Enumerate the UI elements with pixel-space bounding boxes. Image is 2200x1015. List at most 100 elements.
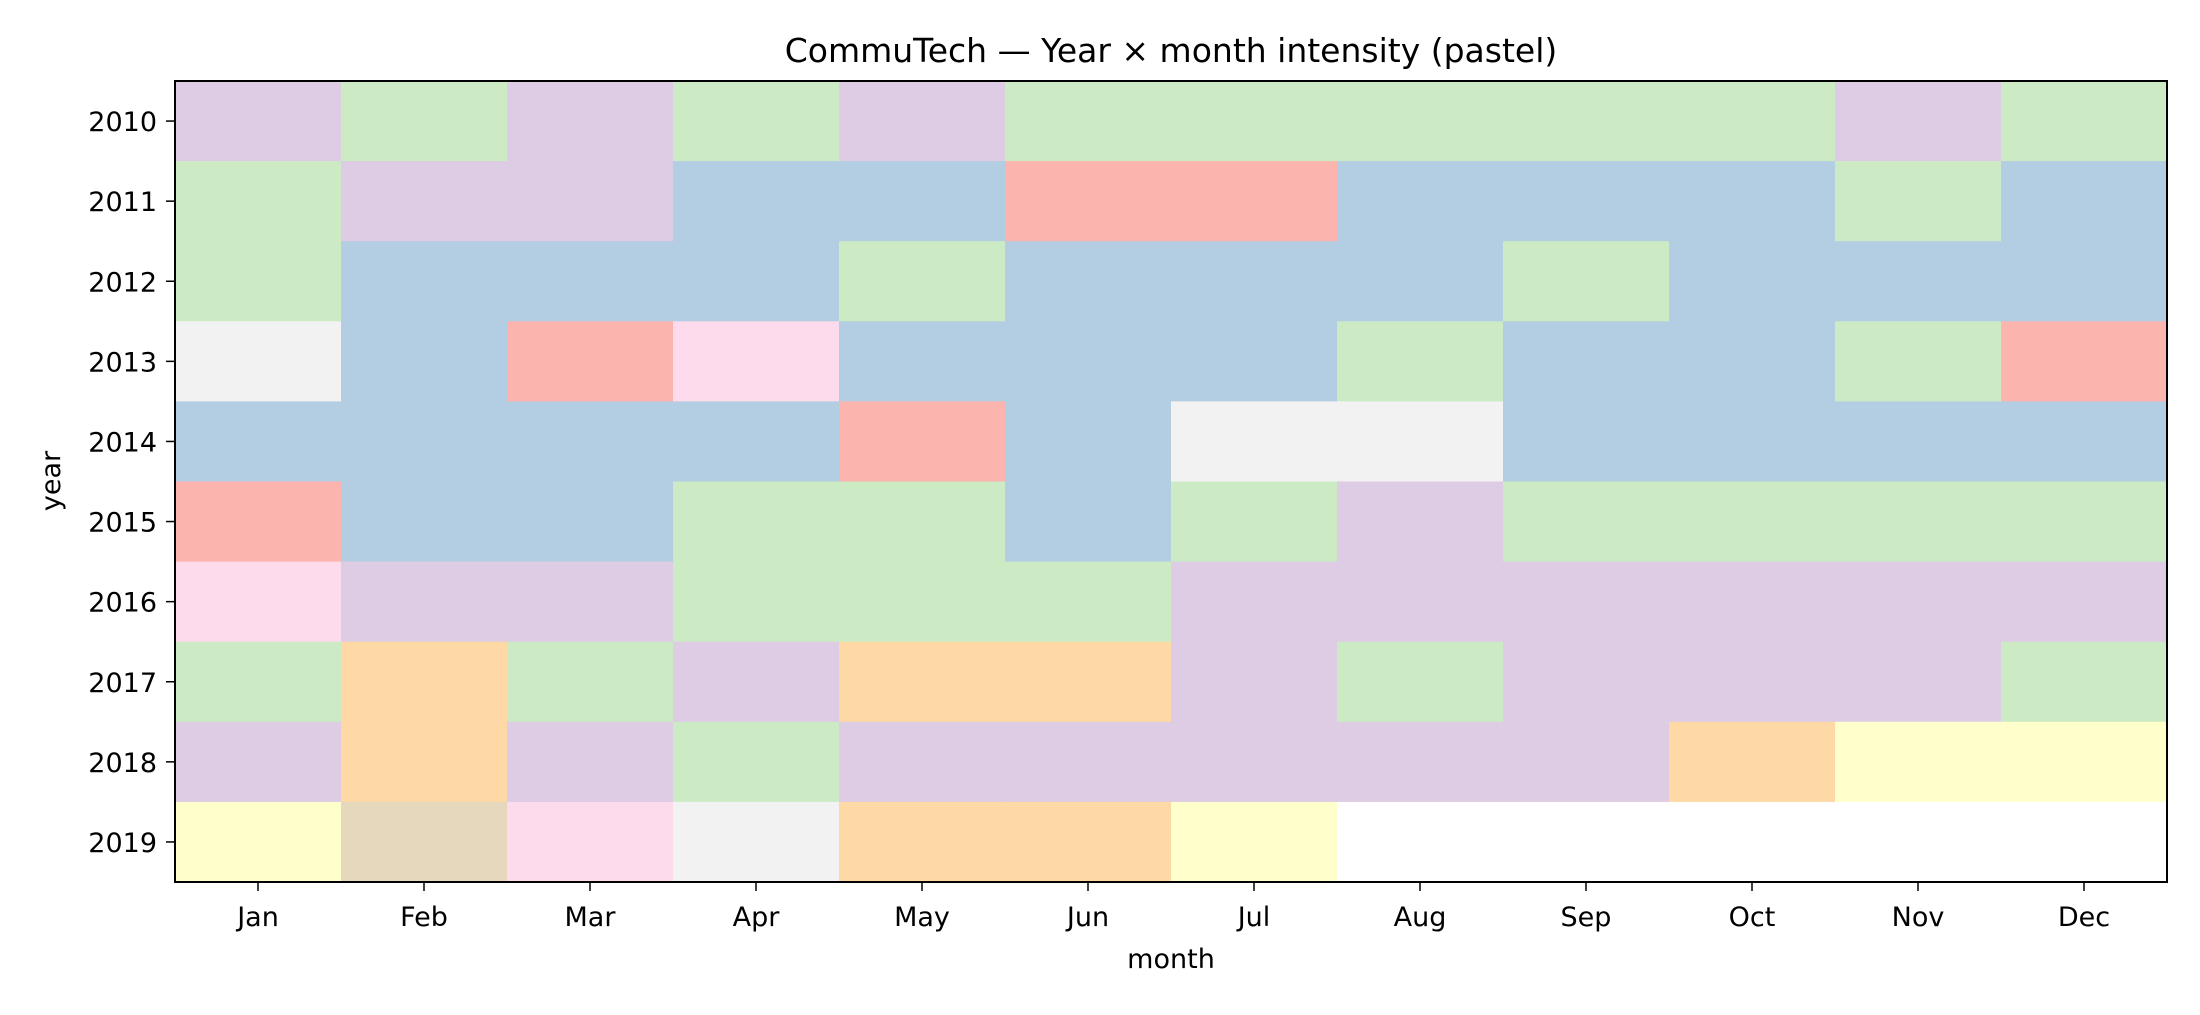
heatmap-cell-2017-sep <box>1503 641 1670 723</box>
heatmap-cell-2013-jan <box>175 321 342 402</box>
heatmap-cell-2013-apr <box>673 321 840 402</box>
y-axis-ticks: 2010 2011 2012 2013 2014 2015 2016 2017 2018 2019 <box>88 107 175 859</box>
heatmap-cell-2011-apr <box>673 161 840 242</box>
heatmap-cell-2011-feb <box>341 161 508 242</box>
heatmap-cell-2012-oct <box>1669 241 1836 322</box>
heatmap-cell-2016-apr <box>673 561 840 643</box>
heatmap-cell-2015-oct <box>1669 481 1836 563</box>
heatmap-cell-2016-oct <box>1669 561 1836 643</box>
heatmap-cell-2019-nov <box>1835 801 2002 883</box>
heatmap-cell-2012-may <box>839 241 1006 322</box>
heatmap-cell-2016-dec <box>2001 561 2168 643</box>
heatmap-cell-2018-aug <box>1337 721 1504 803</box>
y-tick-label-2012: 2012 <box>88 267 157 298</box>
heatmap-cell-2014-aug <box>1337 401 1504 483</box>
heatmap-cell-2016-feb <box>341 561 508 643</box>
heatmap-cell-2010-aug <box>1337 81 1504 162</box>
heatmap-cell-2012-dec <box>2001 241 2168 322</box>
heatmap-cell-2013-jul <box>1171 321 1338 402</box>
y-tick-label-2010: 2010 <box>88 107 157 138</box>
heatmap-cell-2011-may <box>839 161 1006 242</box>
heatmap-cell-2017-aug <box>1337 641 1504 723</box>
heatmap-cell-2014-jul <box>1171 401 1338 483</box>
heatmap-cell-2015-sep <box>1503 481 1670 563</box>
heatmap-cell-2015-mar <box>507 481 674 563</box>
heatmap-cell-2010-jun <box>1005 81 1172 162</box>
y-tick-label-2019: 2019 <box>88 828 157 859</box>
heatmap-cell-2019-apr <box>673 801 840 883</box>
heatmap-cell-2014-mar <box>507 401 674 483</box>
heatmap-cell-2013-nov <box>1835 321 2002 402</box>
heatmap-cell-2019-may <box>839 801 1006 883</box>
heatmap-cell-2013-oct <box>1669 321 1836 402</box>
heatmap-cell-2017-dec <box>2001 641 2168 723</box>
heatmap-cell-2017-oct <box>1669 641 1836 723</box>
heatmap-cell-2013-aug <box>1337 321 1504 402</box>
heatmap-cell-2013-may <box>839 321 1006 402</box>
heatmap-cell-2010-mar <box>507 81 674 162</box>
heatmap-cell-2012-jan <box>175 241 342 322</box>
x-tick-label-sep: Sep <box>1561 902 1612 933</box>
heatmap-cell-2016-may <box>839 561 1006 643</box>
heatmap-cell-2011-jun <box>1005 161 1172 242</box>
heatmap-cell-2013-mar <box>507 321 674 402</box>
y-tick-label-2013: 2013 <box>88 347 157 378</box>
heatmap-cell-2015-aug <box>1337 481 1504 563</box>
x-tick-label-feb: Feb <box>400 902 448 933</box>
heatmap-cell-2014-oct <box>1669 401 1836 483</box>
heatmap-cell-2013-dec <box>2001 321 2168 402</box>
heatmap-cell-2010-apr <box>673 81 840 162</box>
heatmap-cell-2010-nov <box>1835 81 2002 162</box>
x-tick-label-nov: Nov <box>1892 902 1945 933</box>
y-tick-label-2018: 2018 <box>88 748 157 779</box>
plot-frame <box>174 80 2168 883</box>
heatmap-cell-2013-feb <box>341 321 508 402</box>
heatmap-cell-2012-jul <box>1171 241 1338 322</box>
heatmap-cell-2011-sep <box>1503 161 1670 242</box>
heatmap-cell-2017-jan <box>175 641 342 723</box>
heatmap-cell-2012-feb <box>341 241 508 322</box>
heatmap-cell-2010-jan <box>175 81 342 162</box>
heatmap-cell-2010-jul <box>1171 81 1338 162</box>
heatmap-cell-2018-feb <box>341 721 508 803</box>
heatmap-cell-2018-apr <box>673 721 840 803</box>
heatmap-cell-2010-feb <box>341 81 508 162</box>
heatmap-cell-2019-jul <box>1171 801 1338 883</box>
chart-title: CommuTech — Year × month intensity (past… <box>785 31 1558 70</box>
heatmap-cell-2016-mar <box>507 561 674 643</box>
heatmap-cell-2017-apr <box>673 641 840 723</box>
heatmap-cells <box>175 81 2168 883</box>
heatmap-cell-2019-mar <box>507 801 674 883</box>
heatmap-cell-2015-jun <box>1005 481 1172 563</box>
heatmap-cell-2016-aug <box>1337 561 1504 643</box>
heatmap-cell-2018-jan <box>175 721 342 803</box>
heatmap-cell-2014-jan <box>175 401 342 483</box>
heatmap-cell-2017-mar <box>507 641 674 723</box>
heatmap-cell-2019-jan <box>175 801 342 883</box>
heatmap-cell-2013-sep <box>1503 321 1670 402</box>
heatmap-cell-2014-jun <box>1005 401 1172 483</box>
y-tick-label-2011: 2011 <box>88 187 157 218</box>
heatmap-cell-2011-aug <box>1337 161 1504 242</box>
heatmap-cell-2018-oct <box>1669 721 1836 803</box>
heatmap-cell-2015-nov <box>1835 481 2002 563</box>
x-tick-label-jul: Jul <box>1236 902 1271 933</box>
heatmap-cell-2011-jul <box>1171 161 1338 242</box>
heatmap-cell-2011-mar <box>507 161 674 242</box>
heatmap-cell-2017-feb <box>341 641 508 723</box>
heatmap-cell-2014-feb <box>341 401 508 483</box>
x-tick-label-may: May <box>894 902 950 933</box>
heatmap-cell-2018-nov <box>1835 721 2002 803</box>
heatmap-cell-2012-mar <box>507 241 674 322</box>
heatmap-cell-2010-dec <box>2001 81 2168 162</box>
heatmap-cell-2015-feb <box>341 481 508 563</box>
heatmap-cell-2012-apr <box>673 241 840 322</box>
heatmap-cell-2019-jun <box>1005 801 1172 883</box>
x-axis-ticks: Jan Feb Mar Apr May Jun Jul Aug Sep Oct Nov Dec <box>235 882 2110 933</box>
heatmap-cell-2015-dec <box>2001 481 2168 563</box>
heatmap-cell-2016-nov <box>1835 561 2002 643</box>
heatmap-cell-2012-jun <box>1005 241 1172 322</box>
heatmap-cell-2011-jan <box>175 161 342 242</box>
